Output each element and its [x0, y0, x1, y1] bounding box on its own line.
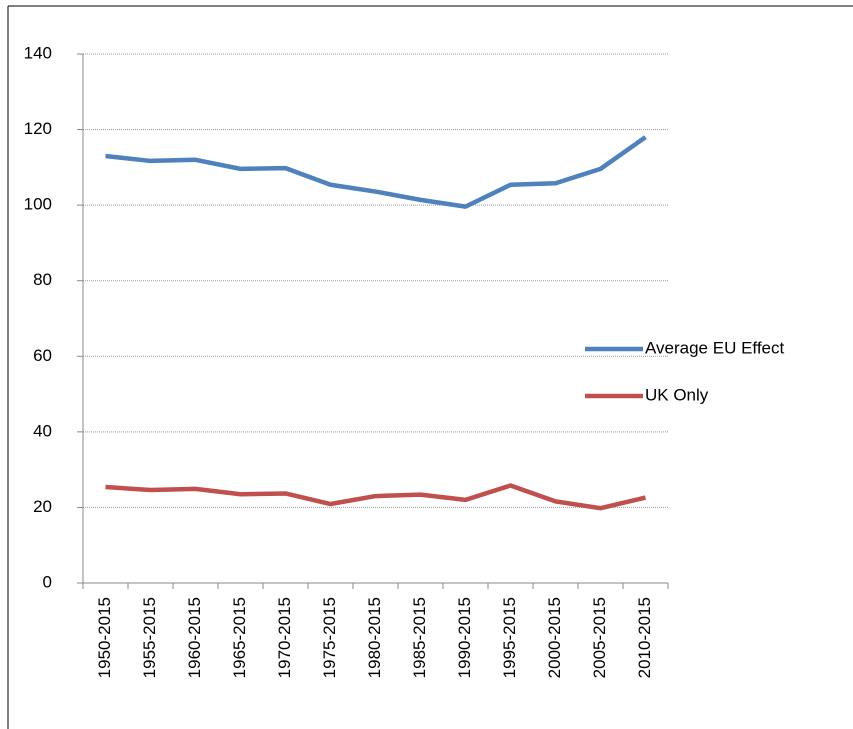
x-tick-label: 1965-2015 — [230, 597, 249, 678]
y-tick-label: 100 — [24, 195, 52, 214]
x-tick-label: 1985-2015 — [410, 597, 429, 678]
legend-label: Average EU Effect — [645, 338, 785, 357]
x-tick-label: 1980-2015 — [365, 597, 384, 678]
x-tick-label: 1970-2015 — [275, 597, 294, 678]
legend-label: UK Only — [645, 385, 709, 404]
y-tick-label: 140 — [24, 43, 52, 62]
x-tick-label: 1995-2015 — [500, 597, 519, 678]
x-tick-label: 2010-2015 — [635, 597, 654, 678]
y-tick-label: 120 — [24, 119, 52, 138]
y-tick-label: 80 — [33, 270, 52, 289]
y-tick-label: 20 — [33, 497, 52, 516]
x-tick-label: 1990-2015 — [455, 597, 474, 678]
series-line — [105, 135, 647, 209]
y-tick-label: 0 — [43, 572, 52, 591]
y-tick-label: 40 — [33, 421, 52, 440]
x-tick-label: 1955-2015 — [140, 597, 159, 678]
x-tick-label: 1960-2015 — [185, 597, 204, 678]
x-tick-label: 1950-2015 — [95, 597, 114, 678]
x-tick-label: 2005-2015 — [590, 597, 609, 678]
x-tick-label: 1975-2015 — [320, 597, 339, 678]
series-line — [105, 483, 647, 511]
y-tick-label: 60 — [33, 346, 52, 365]
x-tick-label: 2000-2015 — [545, 597, 564, 678]
